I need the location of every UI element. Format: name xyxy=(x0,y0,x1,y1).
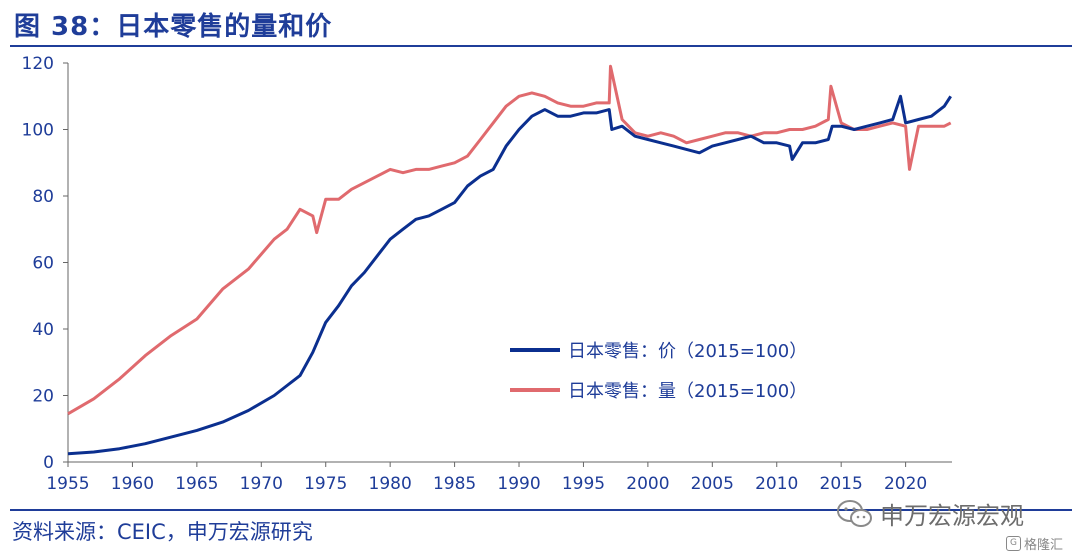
chart-series xyxy=(67,64,952,456)
y-tick-label: 20 xyxy=(32,387,54,407)
title-rule xyxy=(10,45,1072,47)
x-tick-label: 2010 xyxy=(755,474,798,494)
x-tick-label: 1965 xyxy=(175,474,218,494)
y-tick-label: 40 xyxy=(32,320,54,340)
x-tick-label: 1955 xyxy=(46,474,89,494)
price-series-line xyxy=(67,94,952,456)
watermark-text: 申万宏源宏观 xyxy=(880,502,1024,530)
x-tick-label: 2005 xyxy=(691,474,734,494)
chart-legend: 日本零售：价（2015=100） 日本零售：量（2015=100） xyxy=(510,341,807,402)
brand-mark: G 格隆汇 xyxy=(1006,534,1063,553)
y-tick-label: 100 xyxy=(22,121,54,141)
chart-title: 图 38：日本零售的量和价 xyxy=(14,12,333,42)
x-tick-label: 1990 xyxy=(497,474,540,494)
x-tick-label: 1975 xyxy=(304,474,347,494)
legend-label: 日本零售：量（2015=100） xyxy=(568,381,807,402)
x-tick-label: 2000 xyxy=(626,474,669,494)
y-tick-label: 0 xyxy=(43,453,54,473)
x-tick-label: 1980 xyxy=(369,474,412,494)
brand-logo-icon: G xyxy=(1006,536,1021,551)
x-tick-label: 1985 xyxy=(433,474,476,494)
brand-text: 格隆汇 xyxy=(1024,538,1064,553)
x-tick-label: 1960 xyxy=(111,474,154,494)
footer-rule xyxy=(10,509,1072,511)
watermark: 申万宏源宏观 xyxy=(836,496,1024,531)
y-tick-label: 80 xyxy=(32,187,54,207)
x-tick-label: 2015 xyxy=(820,474,863,494)
y-tick-label: 120 xyxy=(22,54,54,74)
x-tick-label: 2020 xyxy=(884,474,927,494)
x-tick-label: 1995 xyxy=(562,474,605,494)
wechat-icon xyxy=(837,499,872,527)
chart-axes: 0 20 40 60 80 100 120 1955 1960 1965 1970 1975 1980 1… xyxy=(22,54,952,494)
x-tick-label: 1970 xyxy=(240,474,283,494)
source-note: 资料来源：CEIC，申万宏源研究 xyxy=(12,520,313,544)
legend-label: 日本零售：价（2015=100） xyxy=(568,341,807,362)
y-tick-label: 60 xyxy=(32,254,54,274)
volume-series-line xyxy=(67,64,952,416)
